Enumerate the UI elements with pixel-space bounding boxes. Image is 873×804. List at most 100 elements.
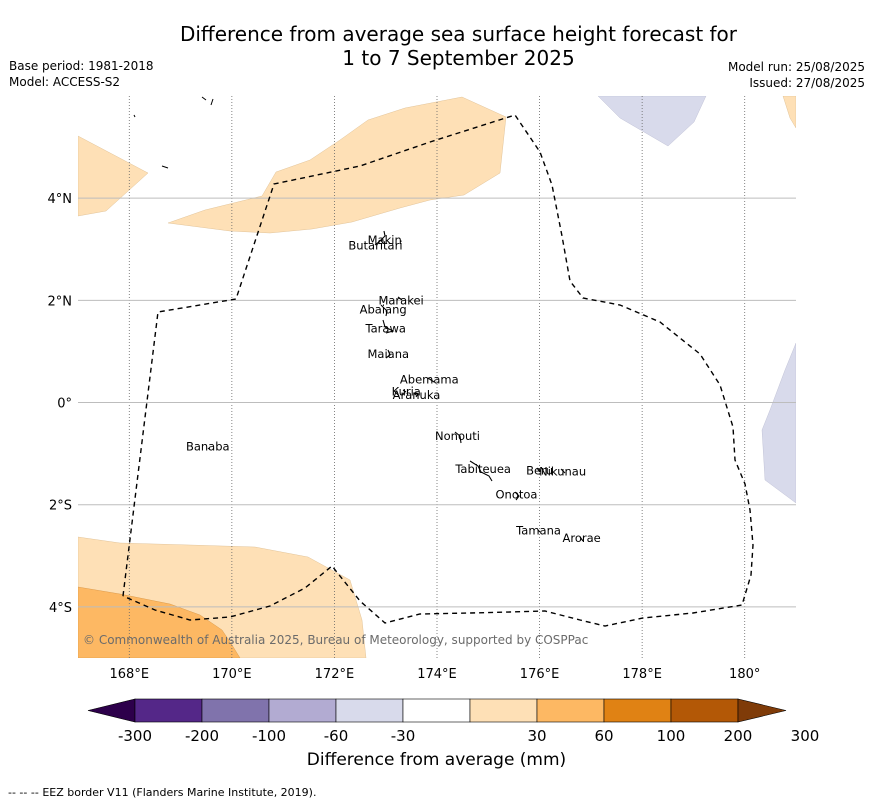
longitude-tick-labels: 168°E 170°E 172°E 174°E 176°E 178°E 180°: [110, 667, 761, 682]
island-outline-nikunau: [560, 468, 566, 474]
colorbar-bin-4: [335, 698, 404, 723]
colorbar-label-5: 30: [527, 727, 546, 745]
gridlines: [78, 96, 796, 658]
anomaly-region-neg-north: [597, 96, 707, 147]
anomaly-fills: [78, 96, 796, 658]
colorbar: [87, 698, 787, 723]
colorbar-label-0: -300: [118, 727, 152, 745]
lon-tick-label-5: 178°E: [622, 667, 662, 682]
base-period: Base period: 1981-2018: [9, 59, 154, 73]
island-label-aranuka: Aranuka: [393, 388, 441, 402]
lat-tick-label-3: 2°S: [49, 499, 72, 514]
map-title: Difference from average sea surface heig…: [0, 22, 873, 70]
island-outline-tamana: [537, 529, 541, 533]
lat-tick-label-2: 0°: [57, 397, 72, 412]
colorbar-labels: -300 -200 -100 -60 -30 30 60 100 200 300: [118, 727, 819, 745]
colorbar-title: Difference from average (mm): [306, 750, 567, 770]
island-label-nonouti: Nonouti: [435, 429, 480, 443]
colorbar-bin-2: [201, 698, 270, 723]
coastline-fragments: [133, 96, 214, 169]
island-label-butaritari: Butaritari: [348, 239, 402, 253]
eez-border: [122, 114, 754, 627]
island-outline-tarawa: [382, 319, 395, 334]
model-run: Model run: 25/08/2025: [727, 60, 865, 74]
coast-fragment-2: [201, 96, 207, 101]
anomaly-region-neg-east: [761, 342, 796, 504]
colorbar-label-3: -60: [324, 727, 349, 745]
coast-fragment-1: [133, 114, 136, 118]
island-label-kuria: Kuria: [392, 384, 421, 398]
island-outline-tabiteuea: [469, 460, 493, 482]
colorbar-label-7: 100: [657, 727, 686, 745]
island-label-tarawa: Tarawa: [365, 321, 406, 335]
island-outline-abaiang: [380, 304, 388, 317]
island-label-nikunau: Nikunau: [539, 465, 586, 479]
island-label-makin: Makin: [368, 233, 402, 247]
island-label-beru: Beru: [526, 463, 553, 477]
island-outline-arorae: [579, 536, 584, 542]
colorbar-label-6: 60: [594, 727, 613, 745]
island-label-marakei: Marakei: [378, 293, 423, 307]
colorbar-label-2: -100: [252, 727, 286, 745]
lon-tick-label-1: 170°E: [212, 667, 252, 682]
island-outline-makin: [374, 230, 386, 246]
title-line-2: 1 to 7 September 2025: [342, 46, 575, 70]
island-outline-marakei: [397, 296, 403, 301]
copyright-text: © Commonwealth of Australia 2025, Bureau…: [83, 633, 588, 647]
footer-legend: -- -- -- EEZ border V11 (Flanders Marine…: [8, 786, 316, 799]
island-outline-aranuka: [413, 392, 419, 398]
lon-tick-label-0: 168°E: [110, 667, 150, 682]
colorbar-bin-1: [134, 698, 203, 723]
island-label-onotoa: Onotoa: [496, 488, 538, 502]
meta-left: Base period: 1981-2018 Model: ACCESS-S2: [9, 58, 154, 90]
colorbar-bin-8: [603, 698, 672, 723]
title-line-1: Difference from average sea surface heig…: [179, 22, 738, 46]
lon-tick-label-2: 172°E: [315, 667, 355, 682]
meta-right: Model run: 25/08/2025 Issued: 27/08/2025: [728, 59, 865, 91]
map-plot-area: [78, 96, 796, 658]
colorbar-label-1: -200: [185, 727, 219, 745]
lon-tick-label-6: 180°: [729, 667, 760, 682]
colorbar-label-8: 200: [724, 727, 753, 745]
colorbar-bin-7: [536, 698, 605, 723]
island-label-maiana: Maiana: [367, 347, 409, 361]
lon-tick-label-4: 176°E: [520, 667, 560, 682]
latitude-tick-labels: 4°N 2°N 0° 2°S 4°S: [48, 192, 73, 616]
island-outline-onotoa: [514, 491, 520, 501]
island-label-abaiang: Abaiang: [360, 303, 407, 317]
colorbar-bin-9: [670, 698, 739, 723]
lat-tick-label-0: 4°N: [48, 192, 73, 207]
lon-tick-label-3: 174°E: [417, 667, 457, 682]
island-label-abemama: Abemama: [400, 373, 459, 387]
colorbar-arrow-low: [87, 698, 136, 723]
island-label-arorae: Arorae: [563, 531, 601, 545]
issued-date: Issued: 27/08/2025: [749, 76, 865, 90]
island-outline-abemama: [427, 377, 435, 383]
colorbar-arrow-high: [737, 698, 787, 723]
colorbar-label-9: 300: [791, 727, 820, 745]
island-label-tamana: Tamana: [515, 523, 561, 537]
colorbar-label-4: -30: [391, 727, 416, 745]
lat-tick-label-1: 2°N: [48, 294, 73, 309]
island-outline-nonouti: [454, 431, 462, 444]
island-outlines: [207, 230, 584, 542]
coast-fragment-4: [161, 165, 169, 169]
island-outline-kuria: [402, 389, 407, 393]
colorbar-bin-3: [268, 698, 337, 723]
island-outline-banaba: [207, 447, 210, 450]
anomaly-region-30-60-north: [167, 96, 507, 234]
anomaly-region-30-60-corner: [782, 96, 796, 129]
eez-legend-text: EEZ border V11 (Flanders Marine Institut…: [42, 786, 317, 799]
island-label-banaba: Banaba: [186, 439, 230, 453]
coast-fragment-3: [210, 98, 214, 106]
lat-tick-label-4: 4°S: [49, 601, 72, 616]
anomaly-region-60-100-south: [78, 586, 241, 658]
island-label-tabiteuea: Tabiteuea: [454, 462, 511, 476]
island-outline-maiana: [385, 349, 391, 359]
model-name: Model: ACCESS-S2: [9, 75, 121, 89]
colorbar-bin-6: [469, 698, 538, 723]
colorbar-bin-5: [402, 698, 471, 723]
eez-legend-symbol: -- -- --: [8, 786, 39, 799]
